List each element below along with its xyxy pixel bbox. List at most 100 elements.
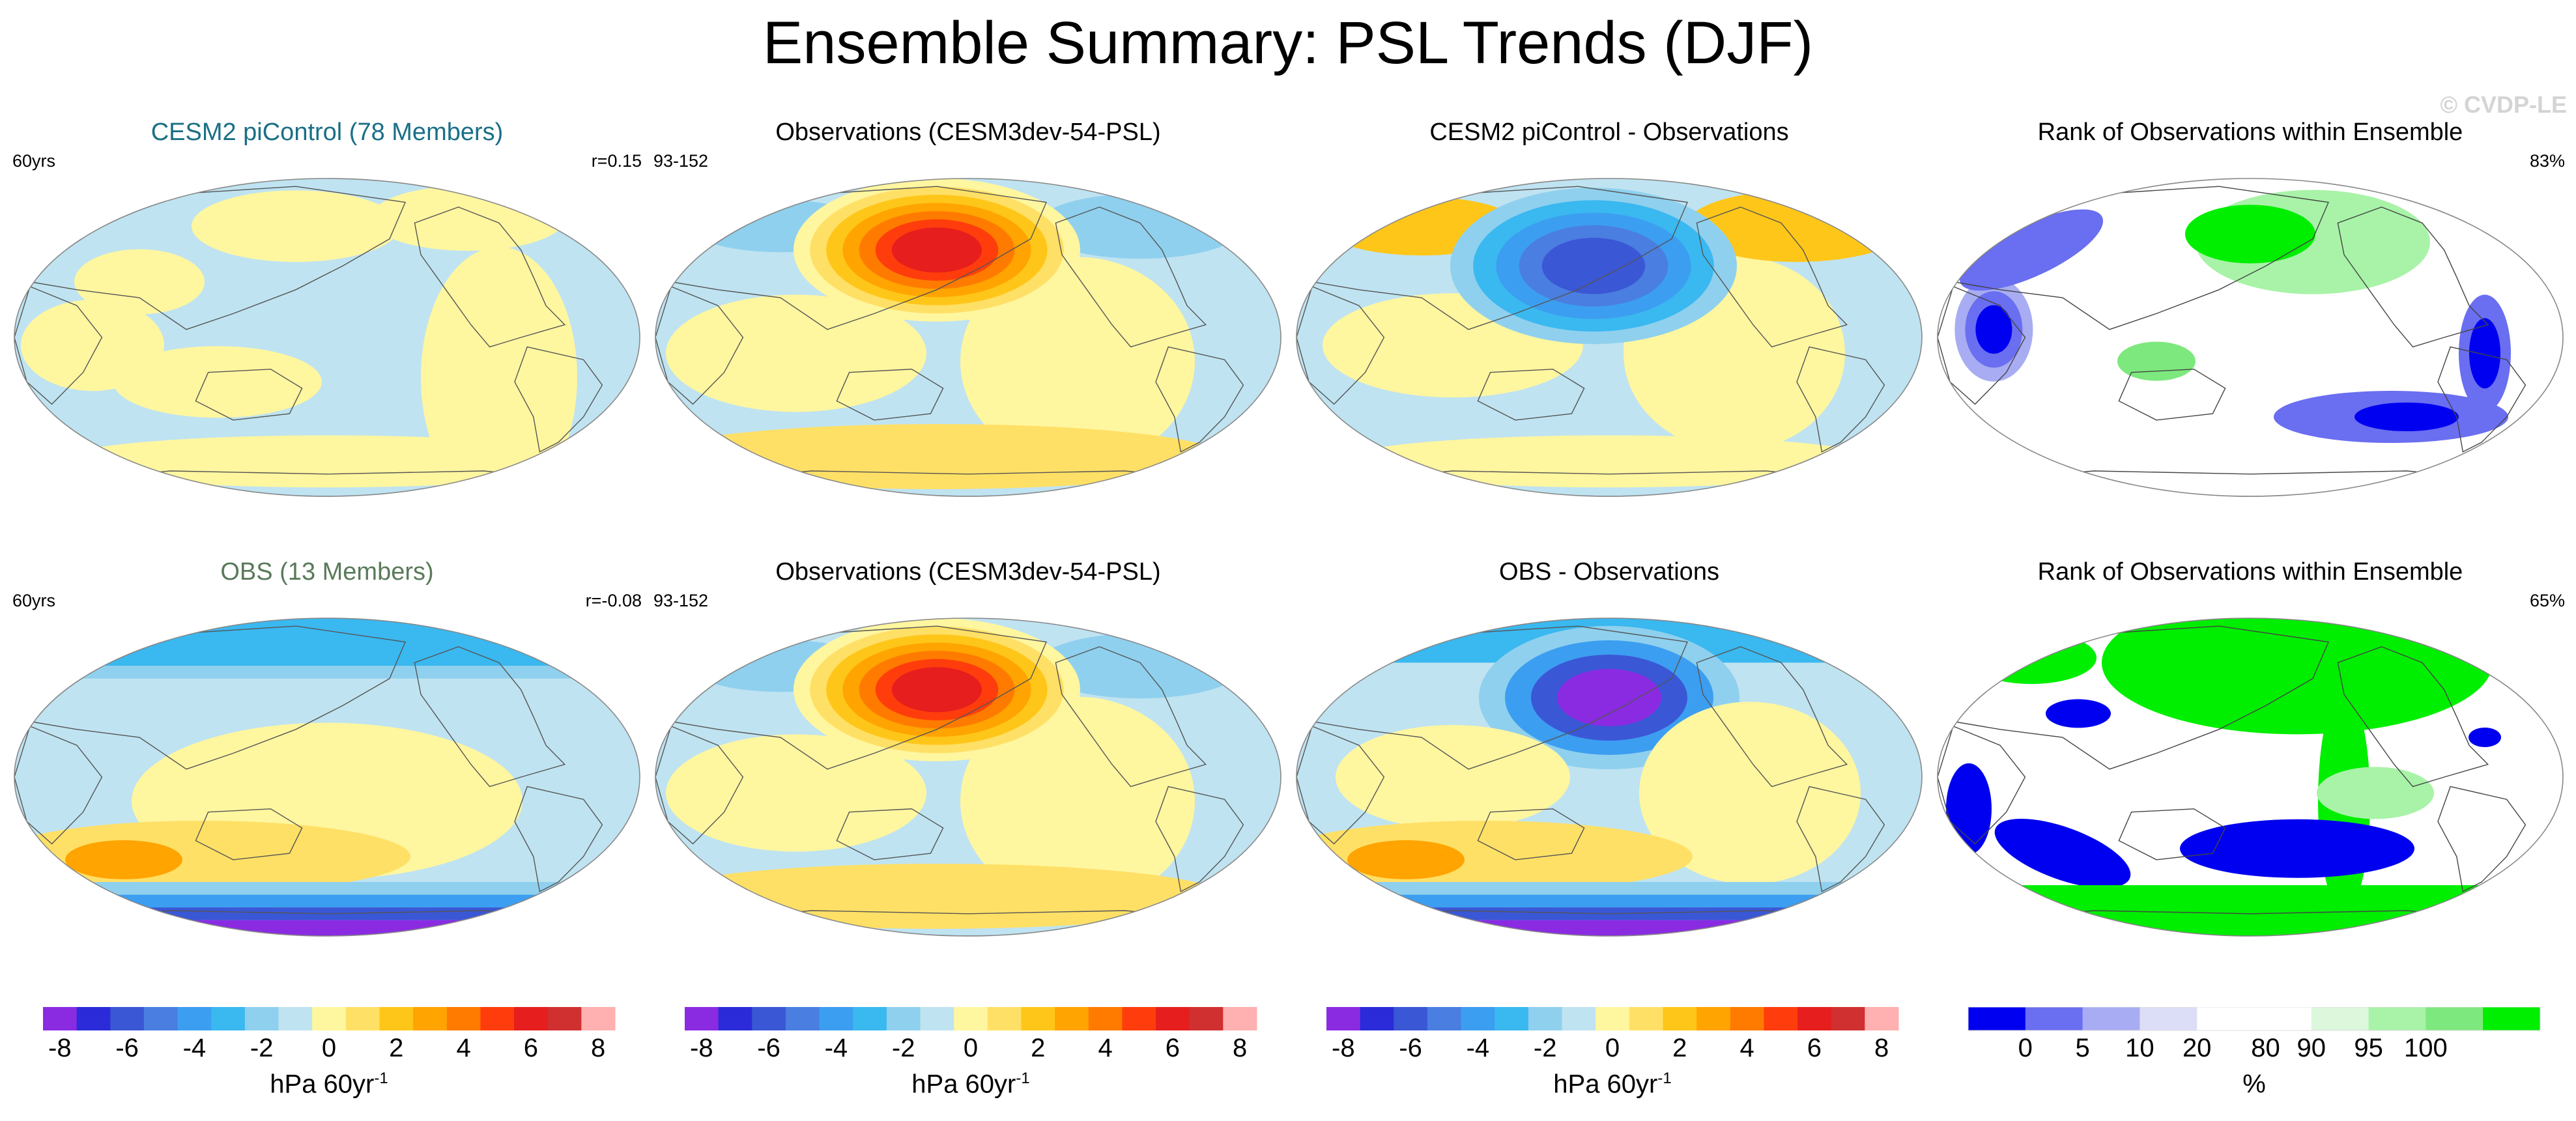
coastline-south-america <box>2437 786 2526 892</box>
colorbar-swatch <box>278 1007 313 1030</box>
colorbar-swatch <box>1696 1007 1731 1030</box>
low-rank-region <box>1946 763 1992 855</box>
positive-region <box>1639 702 1861 885</box>
low-rank-region <box>2180 819 2414 878</box>
colorbar-tick-label: 2 <box>389 1034 403 1062</box>
colorbar-swatch <box>1189 1007 1224 1030</box>
colorbar-tick-label: -2 <box>892 1034 915 1062</box>
colorbar-label: hPa 60yr-1 <box>911 1070 1030 1099</box>
panel-diff-obs: OBS - Observations <box>1295 558 1924 975</box>
map-border <box>1937 617 2564 937</box>
colorbar-swatch <box>177 1007 212 1030</box>
positive-region <box>655 424 1224 489</box>
field-layer <box>14 618 640 936</box>
coastline-north-america <box>1696 206 1848 348</box>
colorbar-swatch <box>886 1007 921 1030</box>
watermark: © CVDP-LE <box>2440 91 2567 118</box>
colorbar-swatch <box>244 1007 279 1030</box>
high-rank-region <box>2117 341 2196 381</box>
panel-ens-obs: OBS (13 Members) 60yrs r=-0.08 <box>12 558 642 975</box>
map-ens-obs <box>14 617 640 937</box>
colorbar-swatch <box>954 1007 988 1030</box>
southern-high <box>65 840 182 879</box>
coastline-north-america <box>414 206 566 348</box>
low-rank-region <box>1975 305 2012 354</box>
coastline-australia <box>1477 369 1585 421</box>
field-layer <box>655 618 1281 936</box>
coastline-africa <box>1938 285 2026 405</box>
colorbar-tick-label: 6 <box>1166 1034 1180 1062</box>
antarctic-gradient <box>14 882 640 895</box>
colorbar-swatch <box>1629 1007 1663 1030</box>
north-pacific-low <box>1541 238 1646 294</box>
colorbar-swatch <box>547 1007 582 1030</box>
panel-title: Observations (CESM3dev-54-PSL) <box>775 119 1161 146</box>
map-border <box>1296 617 1923 937</box>
colorbar-swatch <box>1360 1007 1394 1030</box>
colorbar-swatch <box>143 1007 179 1030</box>
colorbar-swatch <box>211 1007 246 1030</box>
panel-title: Rank of Observations within Ensemble <box>2037 558 2463 586</box>
colorbar-tick-label: -8 <box>48 1034 72 1062</box>
panel-obs-2: Observations (CESM3dev-54-PSL) 93-152 <box>653 558 1283 975</box>
coastline-south-america <box>1796 346 1885 453</box>
colorbar-tick-label: -4 <box>825 1034 848 1062</box>
coastline-south-america <box>514 346 603 453</box>
colorbar-swatch <box>785 1007 820 1030</box>
colorbar-swatch <box>2254 1007 2312 1030</box>
field-layer <box>1938 178 2563 496</box>
colorbar-tick-label: 100 <box>2404 1034 2448 1062</box>
colorbar-tick-label: -6 <box>757 1034 780 1062</box>
positive-region <box>666 734 926 852</box>
panel-title: Rank of Observations within Ensemble <box>2037 119 2463 146</box>
colorbar-swatch <box>1495 1007 1529 1030</box>
map-border <box>14 178 640 497</box>
colorbar-tick-label: 5 <box>2075 1034 2089 1062</box>
panel-diff-control: CESM2 piControl - Observations <box>1295 119 1924 535</box>
colorbar-swatch <box>1596 1007 1630 1030</box>
map-rank-control <box>1937 178 2564 497</box>
panel-left-annotation: 93-152 <box>653 591 709 610</box>
panel-rank-obs: Rank of Observations within Ensemble 65% <box>1936 558 2565 975</box>
antarctic-gradient <box>14 894 640 908</box>
low-rank-region <box>2469 318 2500 389</box>
map-rank-obs <box>1937 617 2564 937</box>
low-rank-region <box>2354 403 2459 431</box>
panel-ens-control: CESM2 piControl (78 Members) 60yrs r=0.1… <box>12 119 642 535</box>
coastline-north-america <box>414 646 566 788</box>
arctic-low <box>14 666 640 679</box>
colorbar-tick-label: 4 <box>1098 1034 1112 1062</box>
coastline-south-america <box>1155 346 1244 453</box>
positive-region <box>21 300 164 391</box>
colorbar-tick-label: 0 <box>1605 1034 1620 1062</box>
colorbar-swatch <box>110 1007 145 1030</box>
panel-left-annotation: 60yrs <box>12 151 56 171</box>
positive-region <box>1336 435 1883 488</box>
colorbar-swatch <box>514 1007 549 1030</box>
colorbar-swatch <box>1663 1007 1697 1030</box>
colorbar-swatch <box>2368 1007 2426 1030</box>
map-border <box>1296 178 1923 497</box>
map-diff-obs <box>1296 617 1923 937</box>
coastline-north-america <box>1055 206 1207 348</box>
colorbar-swatch <box>43 1007 78 1030</box>
colorbar-tick-label: 20 <box>2182 1034 2212 1062</box>
antarctic-gradient <box>1296 882 1922 895</box>
coastline-australia <box>836 808 944 860</box>
coastline-south-america <box>514 786 603 892</box>
colorbar-tick-label: 6 <box>1807 1034 1822 1062</box>
colorbar-tick-label: 2 <box>1031 1034 1045 1062</box>
colorbar-swatch <box>446 1007 481 1030</box>
coastline-africa <box>1296 285 1385 405</box>
colorbar-swatch <box>1427 1007 1462 1030</box>
colorbar-tick-label: 0 <box>322 1034 336 1062</box>
colorbar-swatch <box>1122 1007 1156 1030</box>
colorbar-swatch <box>480 1007 515 1030</box>
colorbar-tick-label: 10 <box>2125 1034 2154 1062</box>
colorbar-swatch <box>1562 1007 1596 1030</box>
low-rank-region <box>2469 728 2501 747</box>
colorbar-swatch <box>752 1007 786 1030</box>
colorbar-swatch <box>1021 1007 1055 1030</box>
colorbar-tick-label: 6 <box>524 1034 538 1062</box>
colorbar-swatch <box>920 1007 954 1030</box>
